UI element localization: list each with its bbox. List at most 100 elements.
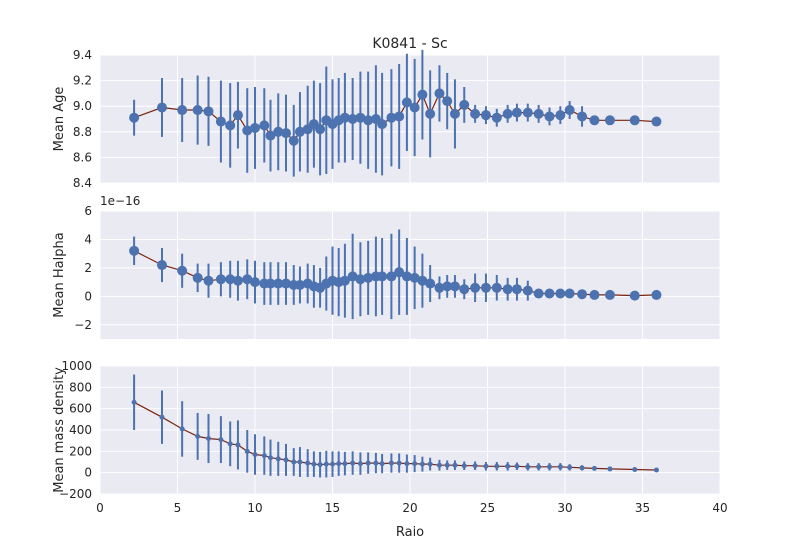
data-point	[577, 289, 588, 300]
data-point	[268, 455, 273, 461]
data-point	[442, 96, 453, 107]
y-axis-title: Mean Halpha	[52, 232, 67, 317]
data-point	[227, 441, 233, 447]
data-point	[250, 277, 260, 288]
data-point	[203, 106, 214, 117]
data-point	[579, 465, 585, 471]
data-point	[273, 126, 284, 137]
data-point	[265, 278, 276, 289]
data-point	[396, 460, 402, 466]
y-tick-label: 800	[69, 380, 92, 394]
data-point	[177, 105, 188, 116]
data-point	[394, 267, 405, 278]
data-point	[157, 260, 167, 271]
data-point	[409, 272, 420, 283]
data-point	[129, 245, 140, 256]
data-point	[350, 460, 356, 466]
y-tick-label: 9.4	[73, 48, 92, 62]
data-point	[305, 460, 311, 466]
data-point	[491, 112, 502, 123]
data-point	[427, 461, 433, 467]
x-tick-label: 25	[480, 501, 495, 515]
y-tick-label: 0	[84, 289, 92, 303]
data-point	[192, 105, 203, 116]
data-point	[502, 108, 513, 119]
data-point	[557, 464, 563, 470]
y-tick-label: 6	[84, 204, 92, 218]
data-point	[629, 290, 640, 301]
y-tick-label: 400	[69, 423, 92, 437]
data-point	[265, 130, 276, 141]
age-panel: 8.4 8.6 8.8 9.0 9.2 9.4 Mean Age	[52, 48, 721, 190]
data-point	[459, 284, 470, 295]
x-tick-label: 0	[96, 501, 104, 515]
data-point	[511, 107, 522, 118]
y-tick-label: 2	[84, 261, 92, 275]
data-point	[491, 282, 502, 293]
data-point	[294, 126, 305, 137]
data-point	[434, 282, 445, 293]
data-point	[533, 288, 544, 299]
halpha-panel: −2 0 2 4 6 Mean Halpha 1e−16	[52, 194, 721, 339]
data-point	[250, 122, 260, 133]
x-tick-label: 20	[402, 501, 417, 515]
data-point	[425, 278, 436, 289]
data-point	[275, 456, 281, 462]
data-point	[357, 461, 363, 467]
y-tick-label: 8.6	[73, 150, 92, 164]
data-point	[336, 461, 342, 467]
data-point	[355, 274, 366, 285]
y-tick-label: 200	[69, 444, 92, 458]
data-point	[470, 108, 481, 119]
data-point	[273, 278, 284, 289]
data-point	[461, 463, 467, 469]
data-point	[417, 275, 428, 286]
x-tick-label: 15	[325, 501, 340, 515]
data-point	[330, 461, 335, 467]
data-point	[159, 414, 165, 420]
data-point	[419, 461, 425, 467]
data-point	[177, 265, 188, 276]
data-point	[536, 464, 542, 470]
data-point	[297, 459, 303, 465]
y-tick-label: −2	[74, 318, 92, 332]
x-tick-label: 40	[712, 501, 727, 515]
data-point	[434, 88, 445, 99]
data-point	[412, 461, 418, 467]
data-point	[589, 115, 600, 126]
data-point	[388, 460, 394, 466]
data-point	[288, 135, 299, 146]
data-point	[379, 461, 385, 467]
figure-title: K0841 - Sc	[372, 36, 447, 52]
data-point	[651, 289, 662, 300]
data-point	[377, 271, 388, 282]
data-point	[373, 460, 379, 466]
x-tick-label: 10	[247, 501, 262, 515]
data-point	[494, 463, 500, 469]
data-point	[564, 105, 575, 116]
x-tick-label: 30	[557, 501, 572, 515]
data-point	[442, 281, 453, 292]
data-point	[281, 128, 291, 139]
data-point	[522, 107, 533, 118]
data-point	[203, 275, 214, 286]
data-point	[232, 110, 243, 121]
data-point	[157, 102, 167, 113]
data-point	[363, 115, 374, 126]
data-point	[444, 462, 450, 468]
data-point	[533, 108, 544, 119]
data-point	[294, 279, 305, 290]
data-point	[291, 459, 297, 465]
data-point	[651, 116, 662, 127]
y-axis-title: Mean Age	[52, 87, 67, 152]
data-point	[215, 116, 226, 127]
y-tick-label: 1000	[61, 359, 92, 373]
data-point	[342, 461, 348, 467]
data-point	[522, 285, 533, 296]
data-point	[417, 89, 428, 100]
y-tick-label: 9.2	[73, 74, 92, 88]
data-point	[555, 288, 566, 299]
data-point	[339, 275, 350, 286]
data-point	[404, 461, 410, 467]
data-point	[425, 108, 436, 119]
